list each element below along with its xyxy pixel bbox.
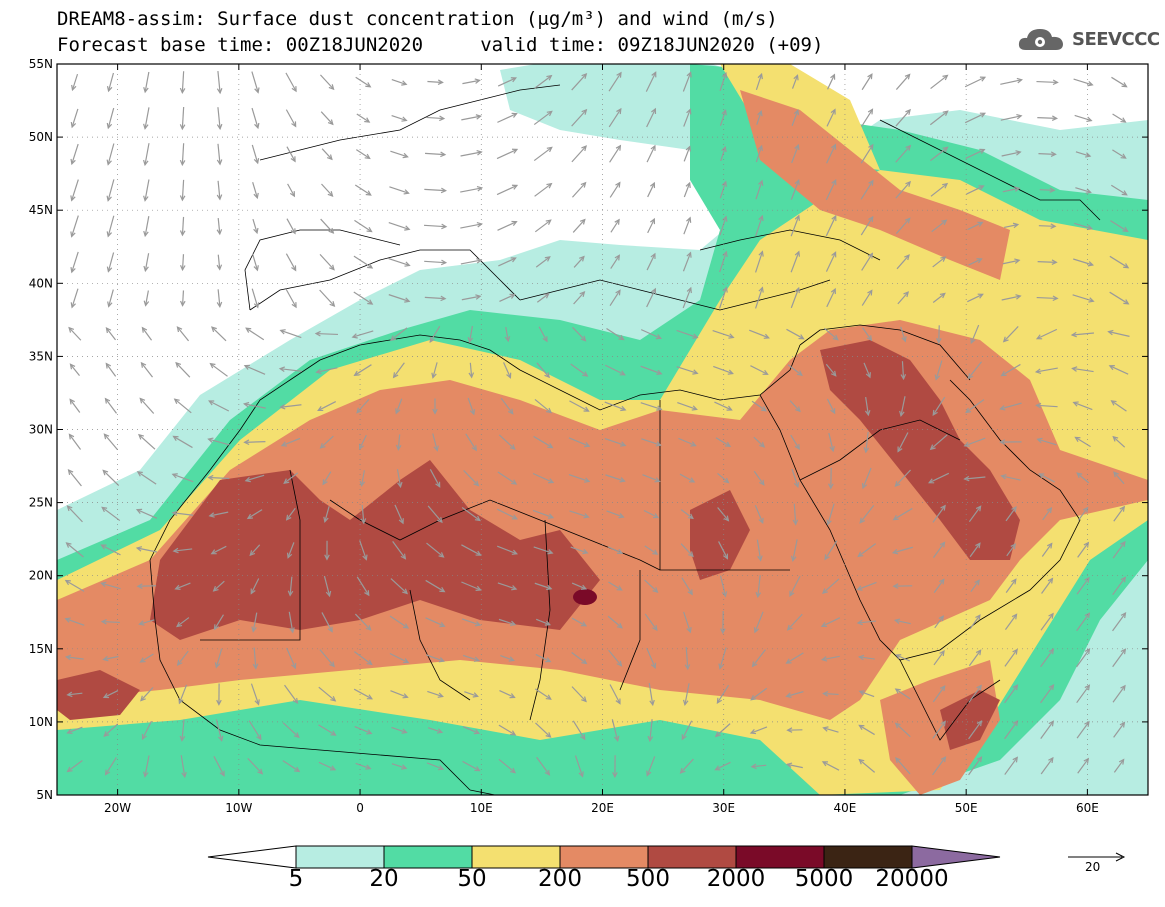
colorbar-segment	[559, 845, 649, 869]
map-title-line-2: Forecast base time: 00Z18JUN2020 valid t…	[57, 34, 824, 56]
gridlines	[57, 64, 1148, 795]
lon-label: 60E	[1076, 801, 1099, 815]
lat-label: 50N	[29, 130, 53, 144]
map-title-line-1: DREAM8-assim: Surface dust concentration…	[57, 8, 778, 30]
lat-label: 30N	[29, 423, 53, 437]
colorbar-segment	[647, 845, 737, 869]
colorbar	[207, 845, 1001, 869]
lon-label: 50E	[955, 801, 978, 815]
lon-label: 20W	[104, 801, 131, 815]
colorbar-label: 5000	[794, 866, 854, 892]
colorbar-label: 20	[369, 866, 399, 892]
logo-text: SEEVCCC	[1072, 28, 1160, 50]
arrow-right-icon	[1068, 852, 1126, 862]
lon-label: 30E	[712, 801, 735, 815]
lat-label: 45N	[29, 203, 53, 217]
colorbar-segment	[471, 845, 561, 869]
lat-label: 55N	[29, 57, 53, 71]
lat-label: 15N	[29, 642, 53, 656]
lon-label: 40E	[834, 801, 857, 815]
colorbar-segment	[735, 845, 825, 869]
coastlines-borders	[149, 84, 1101, 795]
colorbar-label: 20000	[875, 866, 949, 892]
lat-label: 35N	[29, 349, 53, 363]
lon-label: 10E	[470, 801, 493, 815]
lon-label: 10W	[225, 801, 252, 815]
colorbar-label: 5	[288, 866, 304, 892]
latitude-labels: 55N 50N 45N 40N 35N 30N 25N 20N 15N 10N 5N	[29, 57, 53, 802]
longitude-labels: 20W 10W 0 10E 20E 30E 40E 50E 60E	[104, 801, 1099, 815]
wind-reference-value: 20	[1085, 860, 1101, 874]
lon-label: 0	[356, 801, 364, 815]
colorbar-segment	[383, 845, 473, 869]
colorbar-segment	[295, 845, 385, 869]
axis-ticks	[57, 63, 1148, 796]
colorbar-label: 500	[626, 866, 670, 892]
lat-label: 5N	[36, 788, 53, 802]
lon-label: 20E	[591, 801, 614, 815]
lat-label: 20N	[29, 569, 53, 583]
colorbar-label: 2000	[706, 866, 766, 892]
colorbar-label: 50	[457, 866, 487, 892]
lat-label: 10N	[29, 715, 53, 729]
lat-label: 40N	[29, 276, 53, 290]
lat-label: 25N	[29, 496, 53, 510]
colorbar-segment	[207, 845, 297, 869]
seevccc-logo: SEEVCCC	[1016, 24, 1160, 54]
wind-vector-field	[64, 71, 1130, 779]
colorbar-segment	[911, 845, 1001, 869]
colorbar-segment	[823, 845, 913, 869]
cloud-gear-icon	[1018, 29, 1063, 50]
colorbar-label: 200	[538, 866, 582, 892]
